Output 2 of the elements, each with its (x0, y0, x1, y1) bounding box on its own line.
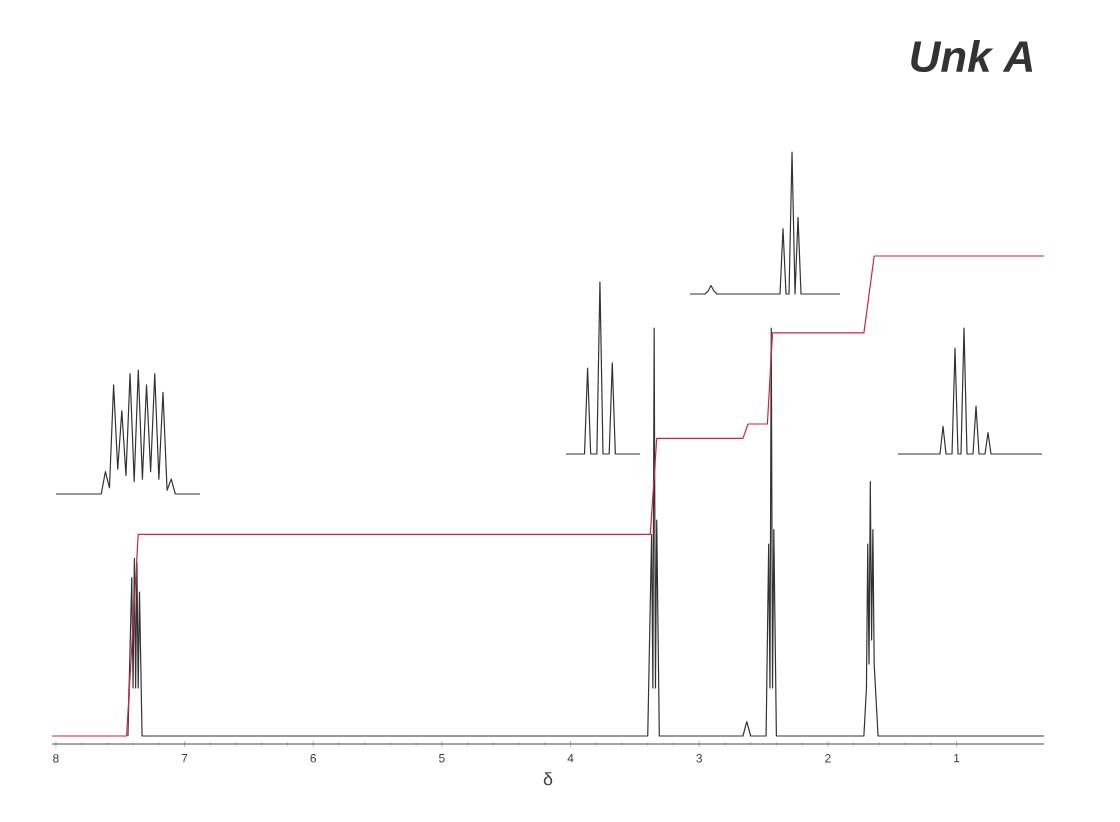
chart-title: Unk A (911, 39, 1033, 73)
x-axis-title: δ (543, 772, 553, 786)
